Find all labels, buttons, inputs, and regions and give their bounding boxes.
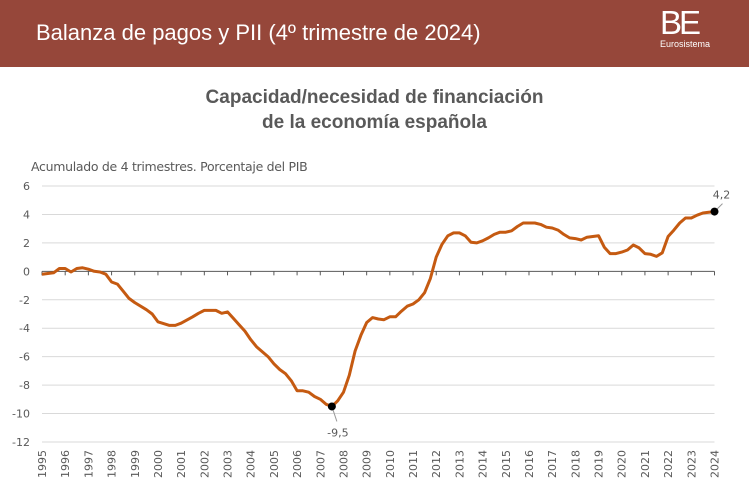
x-tick-label: 2007 bbox=[314, 450, 327, 478]
x-tick-label: 2023 bbox=[685, 450, 698, 478]
x-tick-label: 2024 bbox=[709, 450, 722, 478]
header-title: Balanza de pagos y PII (4º trimestre de … bbox=[36, 20, 481, 45]
series-line bbox=[41, 210, 715, 408]
x-tick-label: 1998 bbox=[106, 450, 119, 478]
y-tick-label: -10 bbox=[12, 408, 30, 421]
x-tick-label: 2017 bbox=[546, 450, 559, 478]
y-tick-label: -12 bbox=[12, 436, 30, 449]
x-tick-label: 1995 bbox=[36, 450, 49, 478]
y-tick-label: 4 bbox=[23, 208, 30, 221]
x-tick-label: 2002 bbox=[198, 450, 211, 478]
annotation-label-last: 4,2 bbox=[713, 189, 731, 202]
x-tick-label: 1996 bbox=[59, 450, 72, 478]
x-tick-label: 2019 bbox=[593, 450, 606, 478]
y-tick-label: -4 bbox=[19, 322, 30, 335]
x-tick-label: 2022 bbox=[662, 450, 675, 478]
header-bar: Balanza de pagos y PII (4º trimestre de … bbox=[0, 0, 749, 67]
annotation-marker bbox=[710, 207, 719, 216]
x-tick-label: 1997 bbox=[82, 450, 95, 478]
x-tick-label: 2018 bbox=[569, 450, 582, 478]
y-tick-label: -8 bbox=[19, 379, 30, 392]
logo-mark: BE bbox=[660, 4, 701, 41]
chart-title-line2: de la economía española bbox=[262, 112, 487, 133]
x-tick-label: 2001 bbox=[175, 450, 188, 478]
y-tick-label: -6 bbox=[19, 351, 30, 364]
x-tick-label: 2013 bbox=[453, 450, 466, 478]
x-tick-label: 2010 bbox=[384, 450, 397, 478]
chart-title: Capacidad/necesidad de financiación de l… bbox=[0, 85, 749, 135]
x-tick-label: 2014 bbox=[477, 450, 490, 478]
y-tick-label: 0 bbox=[23, 265, 30, 278]
x-tick-label: 2015 bbox=[500, 450, 513, 478]
y-tick-label: 2 bbox=[23, 237, 30, 250]
annotation-marker bbox=[327, 402, 336, 411]
annotation-label-min: -9,5 bbox=[327, 426, 348, 439]
chart-title-line1: Capacidad/necesidad de financiación bbox=[205, 87, 544, 108]
x-tick-label: 2003 bbox=[222, 450, 235, 478]
logo-subtitle: Eurosistema bbox=[660, 39, 711, 49]
x-tick-label: 2000 bbox=[152, 450, 165, 478]
x-tick-label: 2004 bbox=[245, 450, 258, 478]
x-tick-label: 2016 bbox=[523, 450, 536, 478]
x-tick-label: 2020 bbox=[616, 450, 629, 478]
banco-de-espana-logo: BE Eurosistema bbox=[660, 4, 711, 50]
x-tick-label: 2008 bbox=[337, 450, 350, 478]
x-tick-label: 2006 bbox=[291, 450, 304, 478]
x-tick-label: 2012 bbox=[430, 450, 443, 478]
x-tick-label: 2011 bbox=[407, 450, 420, 478]
y-axis-unit-label: Acumulado de 4 trimestres. Porcentaje de… bbox=[31, 159, 308, 174]
x-tick-label: 2005 bbox=[268, 450, 281, 478]
x-tick-label: 2021 bbox=[639, 450, 652, 478]
y-tick-label: -2 bbox=[19, 294, 30, 307]
x-tick-label: 2009 bbox=[361, 450, 374, 478]
x-tick-label: 1999 bbox=[129, 450, 142, 478]
y-tick-label: 6 bbox=[23, 180, 30, 193]
